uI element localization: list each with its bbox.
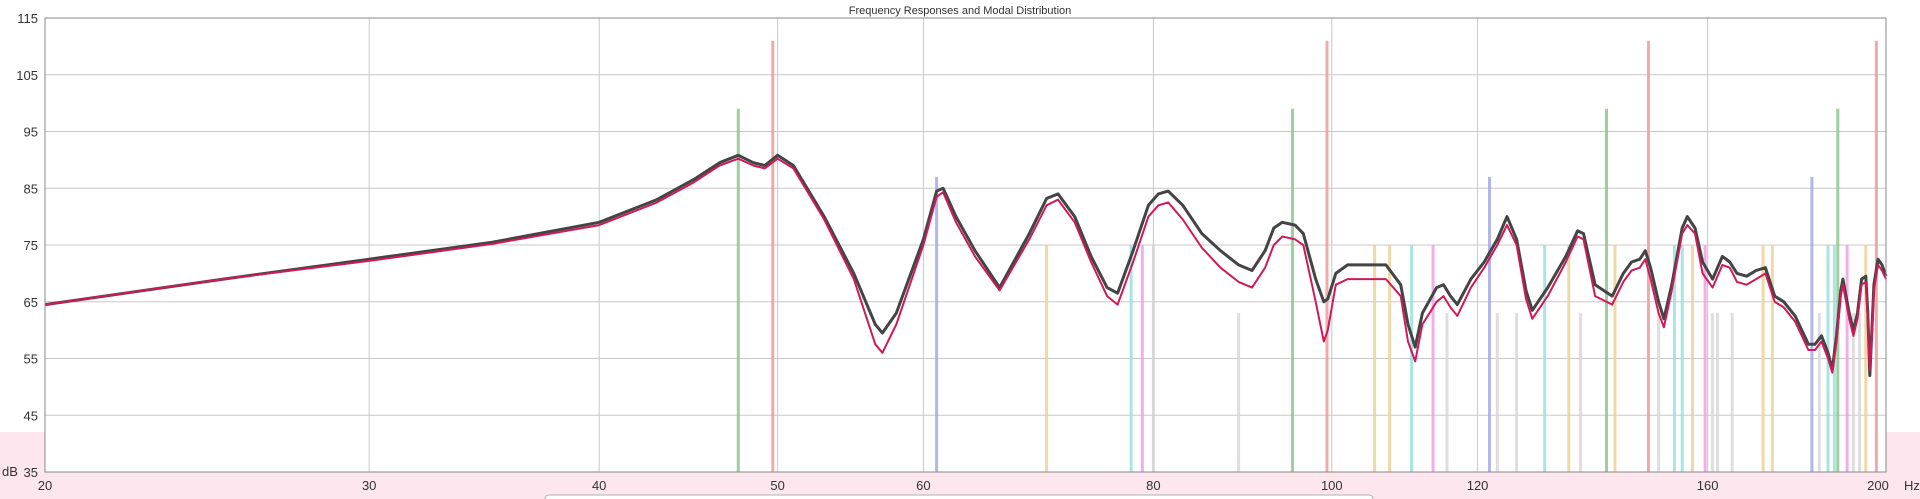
tick-labels: 20 30 40 50 60 80 100 120 160 200 35 45 55 65 75 85 95 10…	[16, 11, 1889, 493]
y-tick-label: 45	[24, 408, 38, 423]
y-tick-label: 95	[24, 125, 38, 140]
y-tick-label: 55	[24, 352, 38, 367]
y-unit-label: dB	[2, 464, 18, 479]
x-tick-label: 30	[362, 478, 376, 493]
y-tick-label: 105	[16, 68, 38, 83]
y-tick-label: 85	[24, 181, 38, 196]
x-tick-label: 200	[1867, 478, 1889, 493]
y-tick-label: 35	[24, 465, 38, 480]
y-tick-label: 115	[17, 11, 38, 26]
y-tick-label: 75	[24, 238, 38, 253]
x-tick-label: 40	[592, 478, 606, 493]
response-line-1	[44, 153, 1888, 377]
bottom-control[interactable]	[544, 494, 1374, 499]
x-unit-label: Hz	[1904, 478, 1920, 493]
chart-title: Frequency Responses and Modal Distributi…	[849, 5, 1072, 17]
x-tick-label: 60	[916, 478, 930, 493]
series-group	[44, 153, 1888, 377]
y-tick-label: 65	[24, 295, 38, 310]
x-tick-label: 120	[1467, 478, 1489, 493]
x-tick-label: 100	[1321, 478, 1343, 493]
x-tick-label: 160	[1697, 478, 1719, 493]
x-tick-label: 20	[38, 478, 52, 493]
plot-frame	[44, 17, 1887, 473]
x-tick-label: 80	[1146, 478, 1160, 493]
x-tick-label: 50	[770, 478, 784, 493]
response-line-2	[44, 157, 1887, 374]
